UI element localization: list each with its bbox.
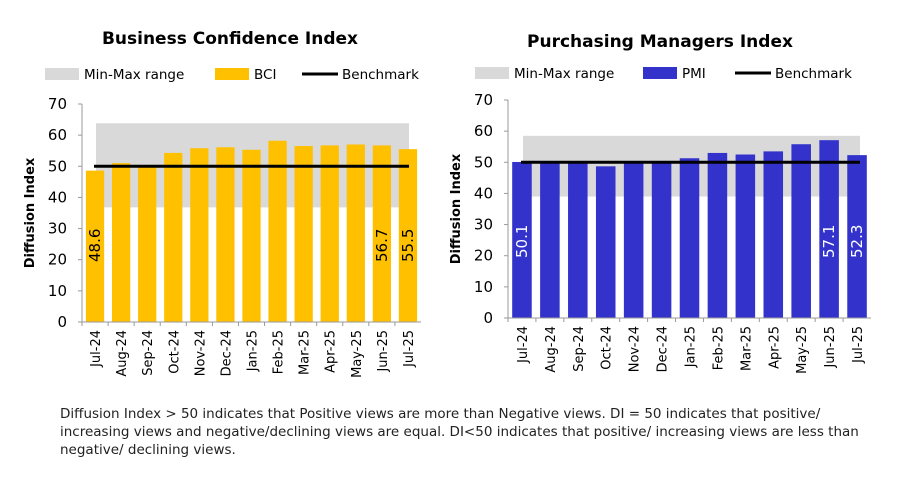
legend-swatch-range (475, 67, 509, 79)
y-tick-label: 20 (474, 247, 493, 265)
x-tick-label: Feb-25 (711, 326, 726, 370)
x-tick-label: Sep-24 (141, 330, 156, 376)
data-label-Jul-25: 55.5 (399, 229, 417, 262)
x-tick-label: Apr-25 (324, 330, 339, 373)
bar-Jul-24 (512, 161, 532, 318)
x-tick-label: Apr-25 (767, 326, 782, 369)
x-tick-label: Mar-25 (298, 330, 313, 375)
x-tick-label: Jul-24 (89, 330, 104, 368)
x-tick-label: Dec-24 (656, 326, 671, 372)
bar-Jul-24 (85, 170, 105, 322)
y-tick-label: 10 (48, 282, 67, 300)
data-label-Jul-24: 50.1 (513, 225, 531, 258)
x-tick-label: Oct-24 (600, 326, 615, 370)
x-tick-label: Oct-24 (167, 330, 182, 374)
x-tick-label: Jul-25 (402, 330, 417, 368)
bar-Jun-25 (819, 140, 839, 318)
y-tick-label: 30 (48, 220, 67, 238)
bar-Jun-25 (372, 145, 392, 322)
x-tick-label: Jun-25 (376, 330, 391, 373)
legend-label-series: PMI (682, 66, 706, 82)
chart-1: Business Confidence Index Min-Max range BC… (23, 29, 421, 378)
x-tick-label: Jan-25 (246, 330, 261, 372)
y-tick-label: 60 (48, 126, 67, 144)
y-tick-label: 10 (474, 278, 493, 296)
data-label-Jun-25: 57.1 (820, 225, 838, 258)
x-tick-label: Mar-25 (739, 326, 754, 371)
x-tick-label: Jul-25 (851, 326, 866, 364)
y-axis-label: Diffusion Index (449, 153, 464, 264)
bar-Mar-25 (735, 154, 756, 318)
bar-May-25 (346, 144, 365, 322)
bar-Nov-24 (190, 148, 209, 322)
chart-title: Purchasing Managers Index (527, 32, 793, 52)
bar-Jul-25 (398, 149, 418, 322)
footnote: Diffusion Index > 50 indicates that Posi… (60, 406, 859, 458)
charts-canvas: Business Confidence Index Min-Max range BC… (23, 29, 871, 378)
bar-Oct-24 (164, 152, 183, 322)
x-tick-label: Jun-25 (823, 326, 838, 369)
legend: Min-Max range PMI Benchmark (475, 66, 852, 82)
x-tick-label: Nov-24 (628, 326, 643, 372)
legend-swatch-series (215, 68, 249, 80)
x-tick-label: May-25 (795, 326, 810, 374)
bar-May-25 (791, 144, 811, 318)
legend-label-range: Min-Max range (514, 66, 614, 82)
x-tick-label: Feb-25 (272, 330, 287, 374)
data-label-Jun-25: 56.7 (373, 229, 391, 262)
bar-Feb-25 (707, 152, 728, 318)
bar-Feb-25 (268, 140, 287, 322)
y-tick-label: 70 (474, 91, 493, 109)
y-tick-label: 30 (474, 216, 493, 234)
y-tick-label: 60 (474, 122, 493, 140)
bar-Sep-24 (138, 166, 157, 322)
bar-Mar-25 (294, 146, 313, 322)
bar-Jan-25 (679, 158, 700, 318)
data-label-Jul-25: 52.3 (848, 225, 866, 258)
x-tick-label: May-25 (350, 330, 365, 378)
x-tick-label: Sep-24 (572, 326, 587, 372)
x-tick-label: Jul-24 (516, 326, 531, 364)
x-tick-label: Dec-24 (219, 330, 234, 376)
bar-Aug-24 (540, 161, 560, 318)
legend-label-benchmark: Benchmark (775, 66, 852, 82)
x-tick-label: Aug-24 (544, 326, 559, 373)
chart-2: Purchasing Managers Index Min-Max range PM… (449, 32, 871, 374)
legend-swatch-series (643, 67, 677, 79)
bar-Jul-25 (847, 155, 867, 318)
legend: Min-Max range BCI Benchmark (45, 67, 419, 83)
y-tick-label: 40 (48, 188, 67, 206)
legend-label-series: BCI (254, 67, 276, 83)
bar-Oct-24 (595, 166, 616, 318)
bar-Jan-25 (242, 149, 261, 322)
y-tick-label: 40 (474, 184, 493, 202)
y-tick-label: 50 (48, 157, 67, 175)
legend-label-range: Min-Max range (84, 67, 184, 83)
y-tick-label: 0 (483, 309, 493, 327)
x-tick-label: Nov-24 (193, 330, 208, 376)
bar-Apr-25 (320, 145, 339, 322)
bar-Sep-24 (568, 162, 588, 318)
y-tick-label: 50 (474, 153, 493, 171)
y-tick-label: 20 (48, 251, 67, 269)
y-tick-label: 70 (48, 95, 67, 113)
bar-Dec-24 (651, 162, 672, 318)
legend-swatch-range (45, 68, 79, 80)
bar-Dec-24 (216, 147, 235, 322)
x-tick-label: Jan-25 (684, 326, 699, 368)
x-tick-label: Aug-24 (115, 330, 130, 377)
bar-Nov-24 (623, 162, 644, 318)
legend-label-benchmark: Benchmark (342, 67, 419, 83)
bar-Apr-25 (763, 151, 784, 318)
bar-Aug-24 (111, 163, 131, 322)
data-label-Jul-24: 48.6 (86, 229, 104, 262)
y-tick-label: 0 (57, 313, 67, 331)
y-axis-label: Diffusion Index (23, 157, 38, 268)
chart-title: Business Confidence Index (102, 29, 358, 49)
